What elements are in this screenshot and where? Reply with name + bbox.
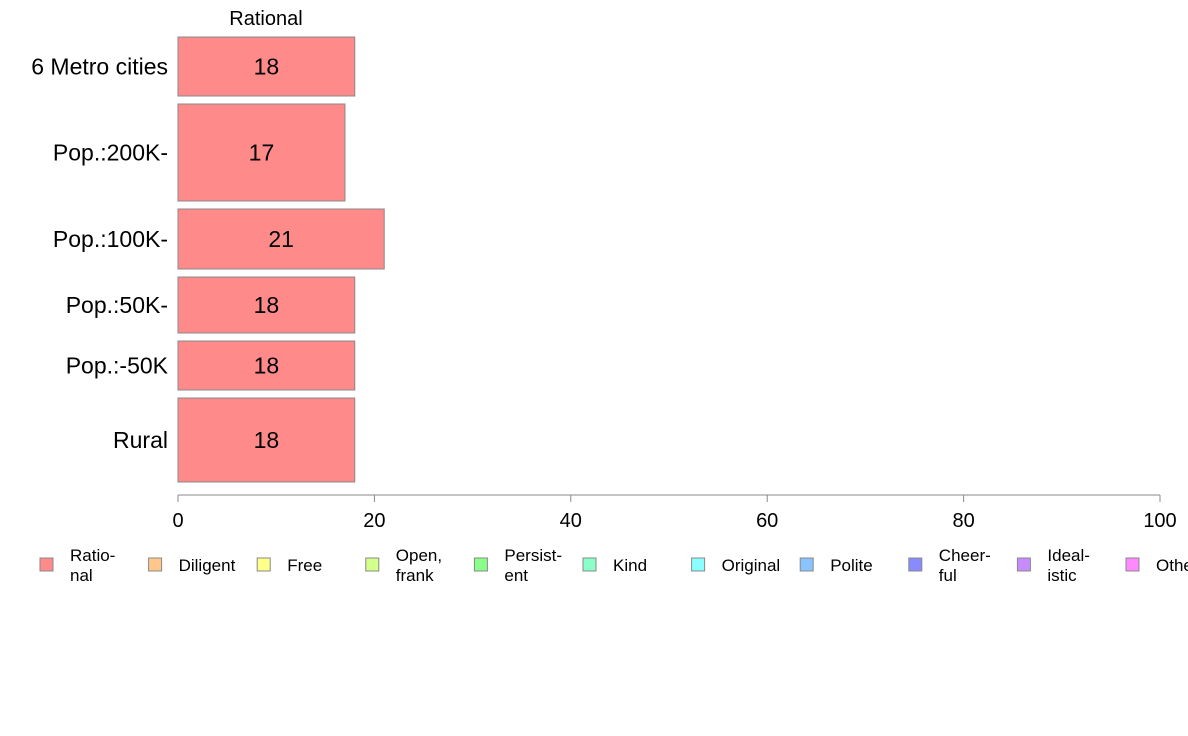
bar-value-label: 17 [249, 140, 275, 166]
x-tick-label: 100 [1143, 510, 1176, 532]
legend-swatch [39, 557, 54, 572]
legend-label: Cheer-ful [939, 546, 991, 585]
category-label: Rural [113, 427, 168, 453]
bar-value-label: 21 [268, 226, 294, 252]
legend-label: Original [722, 556, 781, 575]
legend-label: Free [287, 556, 322, 575]
category-label: Pop.:-50K [66, 353, 169, 379]
legend-swatch [365, 557, 380, 572]
bar-value-label: 18 [254, 427, 280, 453]
bar-value-label: 18 [254, 54, 280, 80]
category-label: Pop.:200K- [53, 140, 168, 166]
x-tick-label: 40 [560, 510, 582, 532]
legend-label: Polite [830, 556, 873, 575]
category-label: Pop.:100K- [53, 226, 168, 252]
legend-swatch [473, 557, 488, 572]
legend-swatch [582, 557, 597, 572]
legend-label: Ideal-istic [1047, 546, 1090, 585]
x-axis: 0 20 40 60 80 100 [172, 494, 1177, 532]
legend-swatch [1016, 557, 1031, 572]
bar [177, 208, 385, 270]
legend-swatch [799, 557, 814, 572]
legend-label: Diligent [179, 556, 236, 575]
legend-swatch [256, 557, 271, 572]
x-tick-label: 0 [172, 510, 183, 532]
bar [177, 36, 356, 97]
x-tick-label: 20 [363, 510, 385, 532]
bar [177, 103, 346, 202]
bar [177, 340, 356, 391]
legend-label: Ratio-nal [70, 546, 115, 585]
legend: Ratio-nal Diligent Free Open, frank Persist-e… [39, 546, 1188, 585]
bars: 18 6 Metro cities 17 Pop.:200K- 21 Pop.:100K-… [31, 36, 385, 483]
bar [177, 276, 356, 334]
category-label: Pop.:50K- [66, 292, 168, 318]
legend-label: Open, frank [396, 546, 442, 585]
legend-swatch [1125, 557, 1140, 572]
x-tick-label: 60 [756, 510, 778, 532]
legend-label: Others [1156, 556, 1188, 575]
x-tick-label: 80 [952, 510, 974, 532]
panel-title: Rational [229, 8, 302, 30]
bar-value-label: 18 [254, 353, 280, 379]
legend-swatch [908, 557, 923, 572]
legend-label: Kind [613, 556, 647, 575]
legend-label: Persist-ent [504, 546, 562, 585]
category-label: 6 Metro cities [31, 54, 168, 80]
legend-swatch [148, 557, 163, 572]
bar-value-label: 18 [254, 292, 280, 318]
bar [177, 397, 356, 483]
legend-swatch [691, 557, 706, 572]
